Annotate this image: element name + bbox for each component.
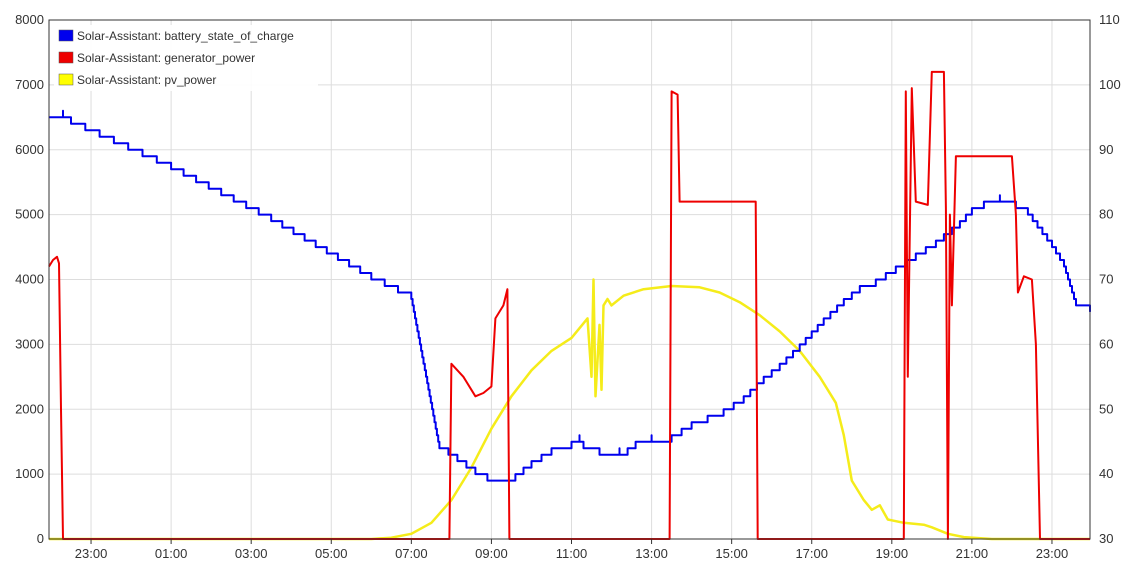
left-y-tick-label: 1000 [15,466,44,481]
x-tick-label: 09:00 [475,546,508,561]
right-y-tick-label: 80 [1099,207,1113,222]
x-tick-label: 23:00 [1036,546,1069,561]
right-y-tick-label: 100 [1099,77,1121,92]
left-y-tick-label: 2000 [15,401,44,416]
legend-swatch [58,73,74,86]
x-tick-label: 15:00 [715,546,748,561]
legend-label: Solar-Assistant: battery_state_of_charge [77,29,294,43]
right-y-axis-ticks: 30 40 50 60 70 80 90 100 110 [1099,12,1121,546]
x-tick-label: 13:00 [635,546,668,561]
left-y-tick-label: 6000 [15,142,44,157]
legend-background [54,25,318,91]
x-tick-label: 03:00 [235,546,268,561]
x-tick-label: 21:00 [956,546,989,561]
x-tick-label: 17:00 [795,546,828,561]
x-tick-label: 05:00 [315,546,348,561]
legend: Solar-Assistant: battery_state_of_charge… [54,25,318,91]
x-tick-label: 07:00 [395,546,428,561]
left-y-tick-label: 0 [37,531,44,546]
left-y-axis-ticks: 0 1000 2000 3000 4000 5000 6000 7000 8000 [15,12,44,546]
plot-frame [48,19,1091,540]
series-line-battery-soc [49,109,1091,482]
legend-swatch [58,51,74,64]
right-y-tick-label: 60 [1099,336,1113,351]
x-tick-label: 11:00 [556,546,588,561]
legend-swatch [58,29,74,42]
left-y-tick-label: 3000 [15,336,44,351]
x-tick-label: 01:00 [155,546,188,561]
left-y-tick-label: 8000 [15,12,44,27]
right-y-tick-label: 90 [1099,142,1113,157]
x-tick-label: 23:00 [75,546,108,561]
x-tick-label: 19:00 [876,546,909,561]
left-y-tick-label: 4000 [15,272,44,287]
right-y-tick-label: 50 [1099,401,1113,416]
right-y-tick-label: 40 [1099,466,1113,481]
legend-label: Solar-Assistant: pv_power [77,73,216,87]
x-axis-ticks: 23:00 01:00 03:00 05:00 07:00 09:00 11:00 13:00… [75,539,1068,561]
left-y-tick-label: 5000 [15,207,44,222]
right-y-tick-label: 30 [1099,531,1113,546]
right-y-tick-label: 110 [1099,12,1120,27]
series-line-pv-power [49,278,1090,541]
right-y-tick-label: 70 [1099,272,1113,287]
legend-label: Solar-Assistant: generator_power [77,51,255,65]
left-y-tick-label: 7000 [15,77,44,92]
